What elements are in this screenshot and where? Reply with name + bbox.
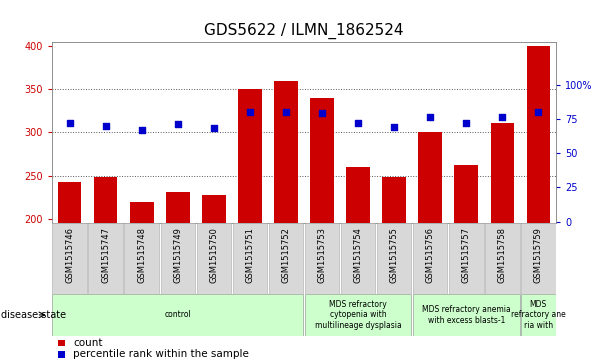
Bar [347,167,370,223]
Bar [527,46,550,223]
Text: GSM1515752: GSM1515752 [282,227,291,283]
Bar [455,165,478,223]
Bar [161,223,195,294]
Text: count: count [73,338,103,348]
Point [65,120,75,126]
Text: MDS refractory
cytopenia with
multilineage dysplasia: MDS refractory cytopenia with multilinea… [315,300,401,330]
Bar [274,81,298,223]
Bar [305,223,339,294]
Point [389,124,399,130]
Bar [125,223,159,294]
Bar [521,223,556,294]
Point [137,127,147,132]
Bar [305,294,412,336]
Bar [58,182,81,223]
Point [317,110,327,116]
Text: MDS refractory anemia
with excess blasts-1: MDS refractory anemia with excess blasts… [422,305,511,325]
Bar [88,223,123,294]
Point [281,109,291,115]
Bar [310,98,334,223]
Bar [449,223,483,294]
Bar [130,201,153,223]
Text: percentile rank within the sample: percentile rank within the sample [73,349,249,359]
Bar [521,294,556,336]
Text: MDS
refractory ane
ria with: MDS refractory ane ria with [511,300,565,330]
Text: control: control [165,310,191,319]
Text: GSM1515757: GSM1515757 [461,227,471,283]
Point [461,120,471,126]
Bar [269,223,303,294]
Point [426,114,435,120]
Text: GSM1515758: GSM1515758 [498,227,506,283]
Bar [491,123,514,223]
Text: GSM1515750: GSM1515750 [209,227,218,283]
Point [173,121,183,127]
Bar [233,223,268,294]
Text: GSM1515748: GSM1515748 [137,227,147,283]
Text: GSM1515754: GSM1515754 [354,227,362,283]
Point [245,109,255,115]
Bar [382,178,406,223]
Point [209,126,219,131]
Point [353,120,363,126]
Point [533,109,543,115]
Bar [52,294,303,336]
Point [497,114,507,120]
Text: GSM1515747: GSM1515747 [102,227,110,283]
Text: GSM1515755: GSM1515755 [390,227,399,283]
Bar [202,195,226,223]
Bar [166,192,190,223]
Text: GSM1515759: GSM1515759 [534,227,543,283]
Bar [418,132,442,223]
Text: GSM1515751: GSM1515751 [246,227,254,283]
Bar [413,294,520,336]
Bar [377,223,412,294]
Bar [340,223,375,294]
Text: GSM1515749: GSM1515749 [173,227,182,283]
Bar [238,89,261,223]
Title: GDS5622 / ILMN_1862524: GDS5622 / ILMN_1862524 [204,23,404,39]
Bar [485,223,520,294]
Bar [94,178,117,223]
Point [101,123,111,129]
Text: GSM1515756: GSM1515756 [426,227,435,283]
Text: GSM1515753: GSM1515753 [317,227,326,283]
Bar [52,223,87,294]
Text: GSM1515746: GSM1515746 [65,227,74,283]
Bar [413,223,447,294]
Text: disease state: disease state [1,310,66,320]
Bar [196,223,231,294]
